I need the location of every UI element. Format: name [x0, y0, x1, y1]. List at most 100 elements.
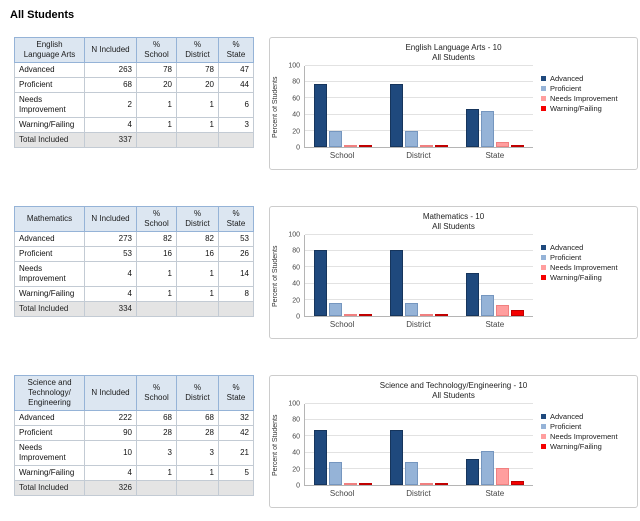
y-tick-label: 100 [288, 62, 300, 70]
legend-item: Advanced [541, 243, 637, 252]
legend-label: Advanced [550, 74, 584, 83]
chart-legend: Advanced Proficient Needs Improvement Warni… [533, 66, 637, 162]
value-cell: 47 [218, 62, 254, 78]
chart-subtitle: All Students [432, 391, 475, 400]
x-category-label: District [406, 489, 431, 498]
y-axis-label: Percent of Students [272, 414, 279, 476]
legend-item: Needs Improvement [541, 432, 637, 441]
legend-swatch-icon [541, 414, 546, 419]
bar-warning-failing-school [359, 314, 372, 316]
y-tick-label: 20 [292, 297, 300, 305]
bar-advanced-district [390, 83, 403, 147]
value-cell: 263 [84, 62, 137, 78]
table-row: Advanced 263 78 78 47 [14, 62, 254, 78]
x-category-label: State [485, 151, 505, 160]
subject-header-cell: Mathematics [14, 206, 85, 232]
legend-item: Proficient [541, 422, 637, 431]
value-cell: 68 [84, 77, 137, 93]
empty-cell [136, 132, 177, 148]
table-row: Needs Improvement 4 1 1 14 [14, 261, 254, 287]
value-cell: 273 [84, 231, 137, 247]
legend-swatch-icon [541, 106, 546, 111]
y-tick-label: 20 [292, 128, 300, 136]
y-tick-label: 80 [292, 78, 300, 86]
legend-swatch-icon [541, 245, 546, 250]
chart-title: Science and Technology/Engineering - 10 [379, 381, 528, 390]
row-label-cell: Proficient [14, 246, 85, 262]
value-cell: 28 [136, 425, 177, 441]
bar-warning-failing-district [435, 145, 448, 147]
y-tick-label: 80 [292, 416, 300, 424]
value-cell: 222 [84, 410, 137, 426]
legend-label: Needs Improvement [550, 432, 618, 441]
chart-legend: Advanced Proficient Needs Improvement Warni… [533, 404, 637, 500]
total-row: Total Included 337 [14, 132, 254, 148]
value-cell: 1 [176, 92, 219, 118]
bar-needs-improvement-school [344, 314, 357, 316]
gridline [305, 298, 533, 300]
bar-advanced-school [314, 83, 327, 147]
gridline [305, 65, 533, 66]
value-cell: 3 [176, 440, 219, 466]
bar-needs-improvement-district [420, 482, 433, 485]
legend-label: Proficient [550, 84, 582, 93]
bar-needs-improvement-state [496, 468, 509, 485]
gridline [305, 435, 533, 437]
legend-swatch-icon [541, 434, 546, 439]
bar-group-state [457, 404, 533, 485]
bar-group-district [381, 235, 457, 316]
column-header-cell: % School [136, 206, 177, 232]
gridline [305, 97, 533, 99]
legend-item: Advanced [541, 74, 637, 83]
x-category-label: School [329, 151, 355, 160]
plot-area [304, 65, 533, 148]
empty-cell [176, 301, 219, 317]
column-header-cell: % School [136, 37, 177, 63]
value-cell: 82 [136, 231, 177, 247]
chart-title: Mathematics - 10 [422, 212, 485, 221]
table-row: Advanced 273 82 82 53 [14, 231, 254, 247]
legend-item: Warning/Failing [541, 273, 637, 282]
value-cell: 4 [84, 261, 137, 287]
gridline [305, 403, 533, 404]
bar-needs-improvement-state [496, 304, 509, 316]
bar-needs-improvement-school [344, 482, 357, 485]
bar-needs-improvement-district [420, 145, 433, 147]
table-row: Warning/Failing 4 1 1 5 [14, 465, 254, 481]
bar-advanced-district [390, 429, 403, 485]
chart-body: Percent of Students 0 20 40 60 80 100 Advanced P… [270, 62, 637, 162]
bar-needs-improvement-district [420, 314, 433, 316]
column-header-cell: N Included [84, 375, 137, 411]
chart-subtitle: All Students [432, 53, 475, 62]
gridline [305, 419, 533, 421]
value-cell: 14 [218, 261, 254, 287]
value-cell: 42 [218, 425, 254, 441]
gridline [305, 467, 533, 469]
y-axis-ticks: 0 20 40 60 80 100 [282, 232, 304, 321]
value-cell: 8 [218, 286, 254, 302]
legend-item: Needs Improvement [541, 263, 637, 272]
bar-proficient-school [329, 462, 342, 485]
value-cell: 82 [176, 231, 219, 247]
chart-title: English Language Arts - 10 [405, 43, 502, 52]
results-table: Science and Technology/ Engineering N Inc… [14, 375, 254, 496]
x-category-label: School [329, 320, 355, 329]
value-cell: 1 [176, 465, 219, 481]
column-header-cell: % State [218, 37, 254, 63]
column-header-cell: N Included [84, 37, 137, 63]
value-cell: 53 [84, 246, 137, 262]
value-cell: 4 [84, 465, 137, 481]
table-row: Needs Improvement 10 3 3 21 [14, 440, 254, 466]
bar-proficient-state [481, 294, 494, 316]
bar-warning-failing-state [511, 480, 524, 485]
column-header-cell: N Included [84, 206, 137, 232]
column-header-cell: % District [176, 375, 219, 411]
value-cell: 44 [218, 77, 254, 93]
value-cell: 1 [176, 286, 219, 302]
bar-group-school [305, 66, 381, 147]
bar-proficient-school [329, 303, 342, 316]
bar-advanced-school [314, 429, 327, 485]
legend-item: Needs Improvement [541, 94, 637, 103]
row-label-cell: Proficient [14, 425, 85, 441]
table-row: Proficient 53 16 16 26 [14, 246, 254, 262]
